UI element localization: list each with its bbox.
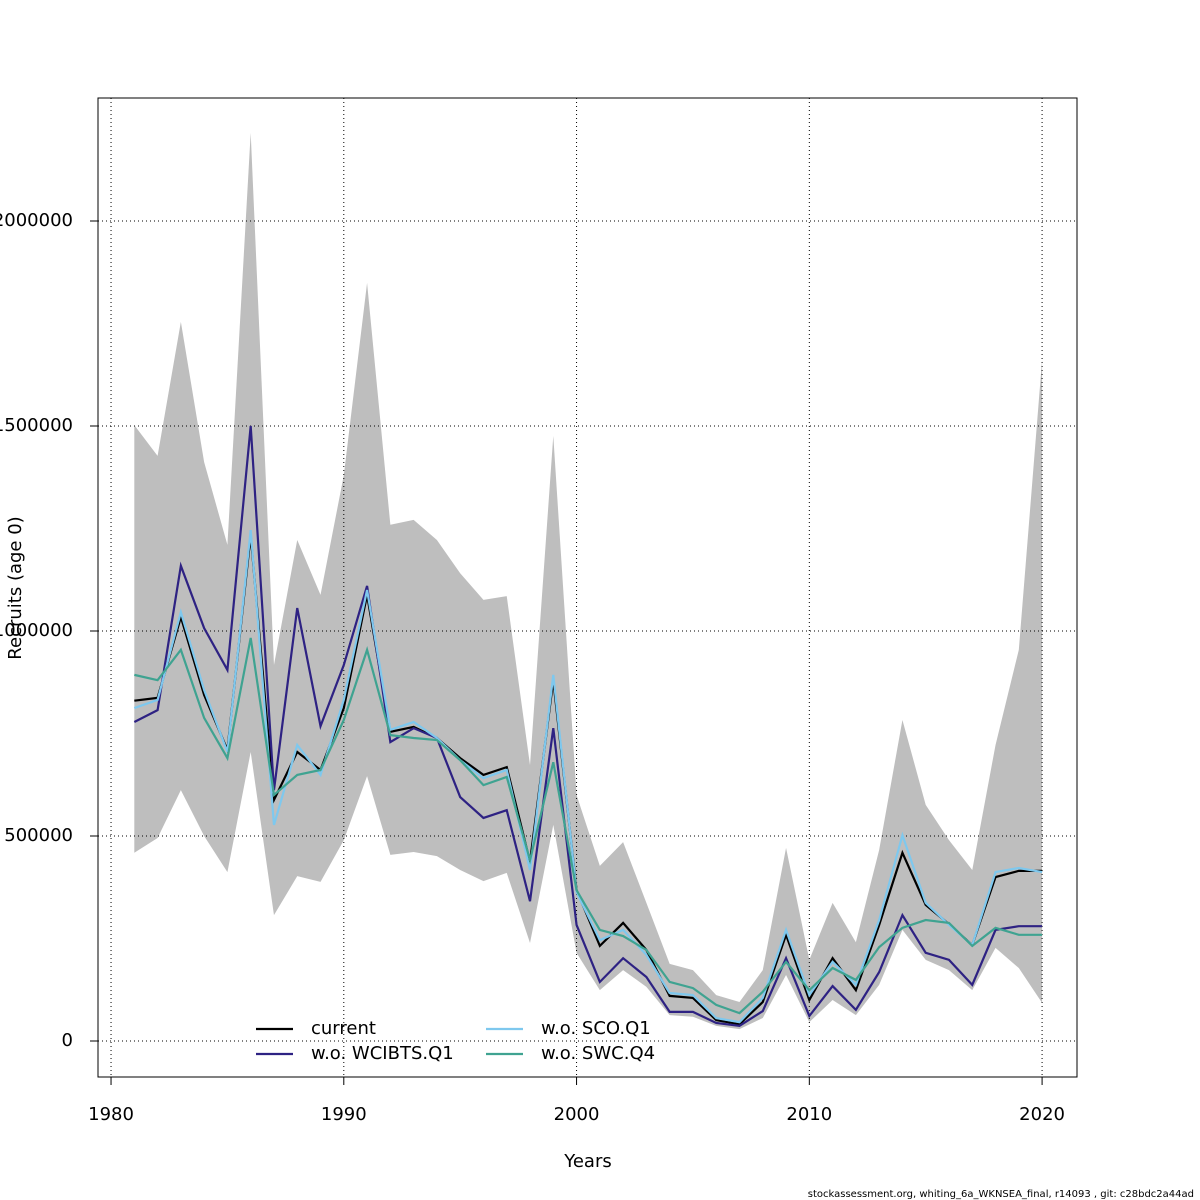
y-tick-label: 0 (62, 1030, 73, 1051)
footer: stockassessment.org, whiting_6a_WKNSEA_f… (808, 1189, 1194, 1200)
y-axis-label: Recruits (age 0) (5, 516, 26, 659)
y-tick-label: 2000000 (0, 210, 73, 231)
series-line (134, 637, 1043, 1015)
x-axis-label: Years (563, 1151, 612, 1172)
x-tick-label: 1980 (88, 1104, 134, 1125)
legend-label: w.o. SWC.Q4 (541, 1043, 655, 1064)
x-tick-label: 1990 (321, 1104, 367, 1125)
x-tick-label: 2000 (554, 1104, 600, 1125)
plot-frame (97, 97, 1078, 1078)
y-tick-label: 1000000 (0, 620, 73, 641)
legend-label: current (311, 1018, 376, 1039)
x-tick-label: 2020 (1019, 1104, 1065, 1125)
series-line (133, 425, 1043, 1027)
x-tick-label: 2010 (786, 1104, 832, 1125)
y-tick-label: 500000 (4, 825, 73, 846)
y-tick-label: 1500000 (0, 415, 73, 436)
confidence-band (134, 132, 1043, 1030)
legend-label: w.o. WCIBTS.Q1 (311, 1043, 454, 1064)
legend-label: w.o. SCO.Q1 (541, 1018, 651, 1039)
